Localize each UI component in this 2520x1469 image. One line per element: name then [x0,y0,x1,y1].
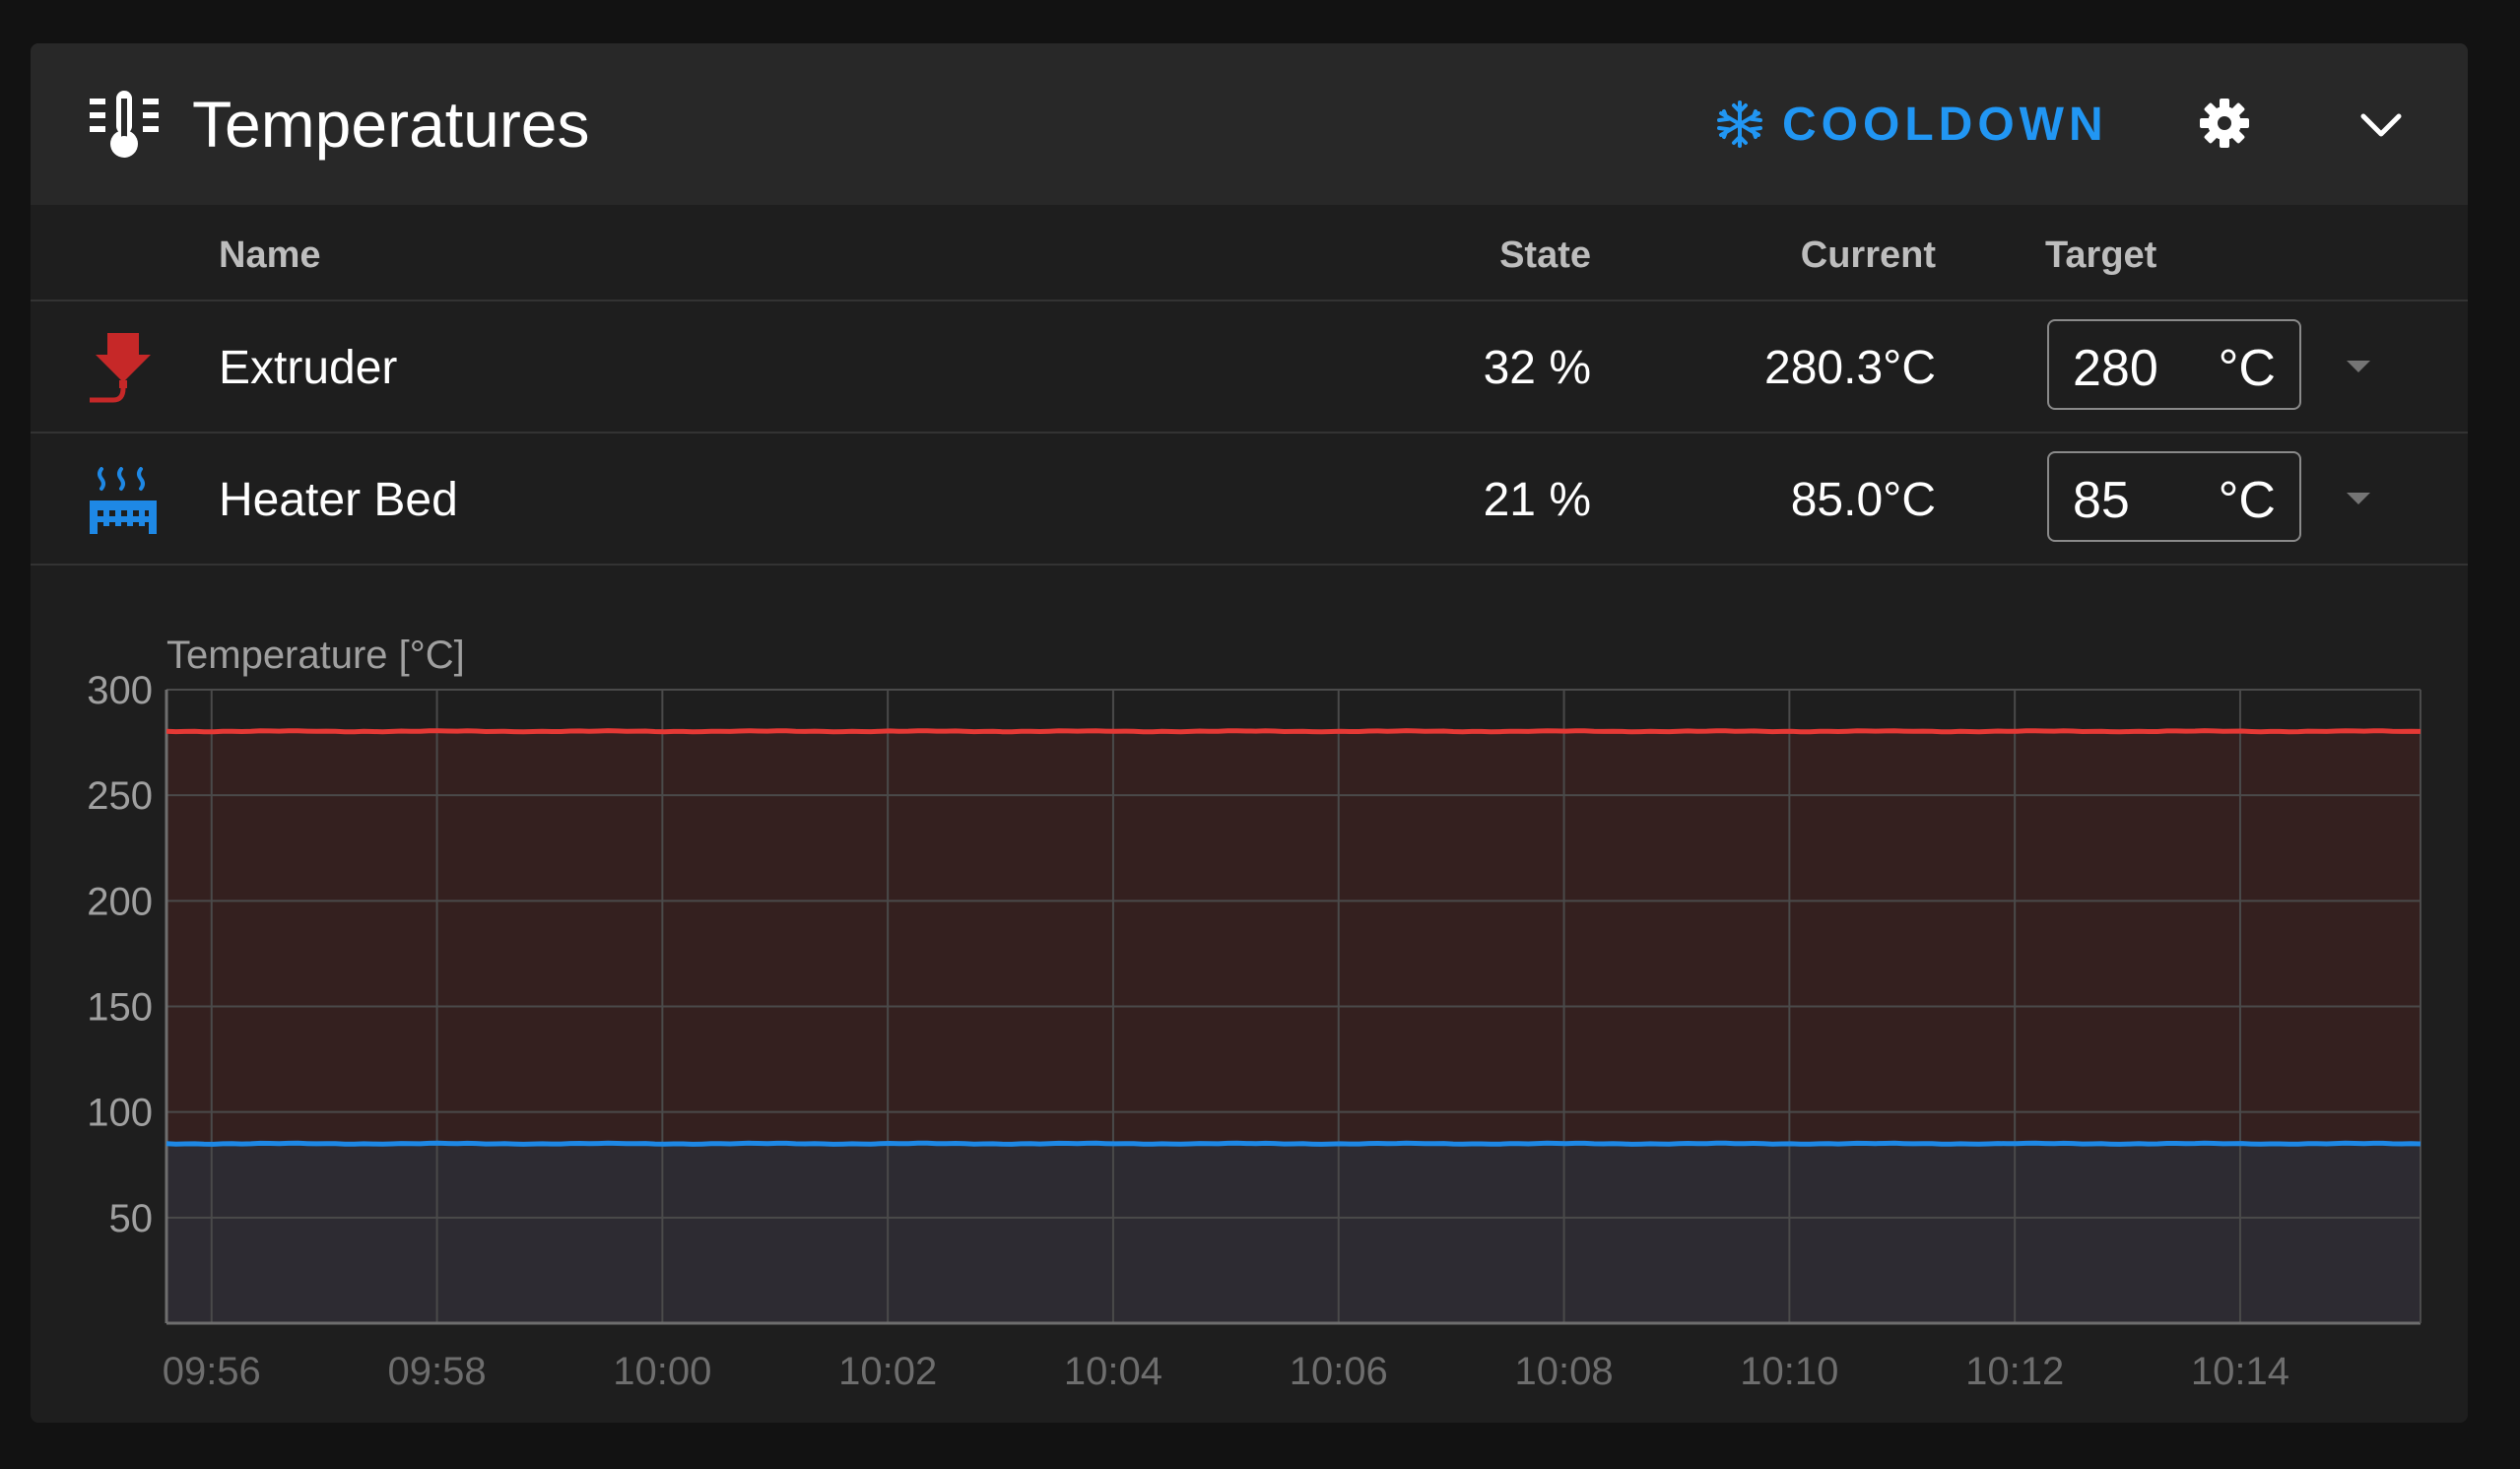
x-tick-label: 10:08 [1515,1350,1614,1393]
x-tick-label: 09:56 [163,1350,261,1393]
caret-down-icon[interactable] [2341,481,2376,516]
target-temp-input[interactable]: 280 °C [2047,319,2301,410]
x-tick-label: 10:10 [1740,1350,1838,1393]
heater-current-temp: 85.0°C [1790,474,1936,526]
cooldown-button[interactable]: COOLDOWN [1715,95,2108,154]
column-state-header[interactable]: State [1499,234,1591,276]
target-temp-value[interactable]: 280 [2073,340,2158,397]
temperatures-panel: Temperatures COOLDOWN [31,43,2468,1423]
column-name-header[interactable]: Name [219,234,321,276]
caret-down-icon[interactable] [2341,349,2376,384]
y-tick-label: 300 [87,669,153,712]
chevron-down-icon[interactable] [2357,100,2405,148]
x-tick-label: 10:00 [613,1350,711,1393]
column-current-header[interactable]: Current [1800,234,1936,276]
heater-current-temp: 280.3°C [1764,342,1936,394]
x-tick-label: 10:06 [1290,1350,1388,1393]
temperature-chart[interactable]: 50 100 150 200 250 300 09:56 09:58 10:00 10:02 10:… [31,43,2468,1423]
x-tick-label: 10:14 [2191,1350,2289,1393]
heater-state: 21 % [1483,474,1591,526]
cooldown-label: COOLDOWN [1782,98,2108,151]
series-line [166,728,2421,735]
heater-bed-icon[interactable] [88,465,159,536]
heater-state: 32 % [1483,342,1591,394]
snowflake-icon [1717,100,1762,148]
target-temp-input[interactable]: 85 °C [2047,451,2301,542]
y-tick-label: 200 [87,880,153,923]
x-tick-label: 10:02 [838,1350,937,1393]
heater-name: Extruder [219,342,398,394]
x-tick-label: 10:12 [1965,1350,2064,1393]
table-header: Name State Current Target [31,205,2468,301]
panel-header: Temperatures COOLDOWN [31,43,2468,205]
gear-icon[interactable] [2198,97,2251,150]
y-tick-label: 150 [87,986,153,1030]
heater-name: Heater Bed [219,474,458,526]
thermometer-lines-icon [90,91,159,158]
y-tick-label: 250 [87,774,153,818]
y-tick-label: 50 [109,1197,154,1240]
series-line [166,1140,2421,1147]
x-tick-label: 10:04 [1064,1350,1162,1393]
extruder-icon[interactable] [88,333,159,404]
y-tick-label: 100 [87,1092,153,1135]
heater-row-extruder: Extruder 32 % 280.3°C 280 °C [31,301,2468,434]
target-temp-unit: °C [2218,340,2276,397]
x-tick-label: 09:58 [388,1350,487,1393]
column-target-header[interactable]: Target [2045,234,2157,276]
heater-row-heater-bed: Heater Bed 21 % 85.0°C 85 °C [31,434,2468,566]
target-temp-unit: °C [2218,472,2276,529]
y-axis-label: Temperature [°C] [166,634,465,677]
series-area [166,1143,2421,1323]
target-temp-value[interactable]: 85 [2073,472,2130,529]
panel-title: Temperatures [192,88,590,161]
